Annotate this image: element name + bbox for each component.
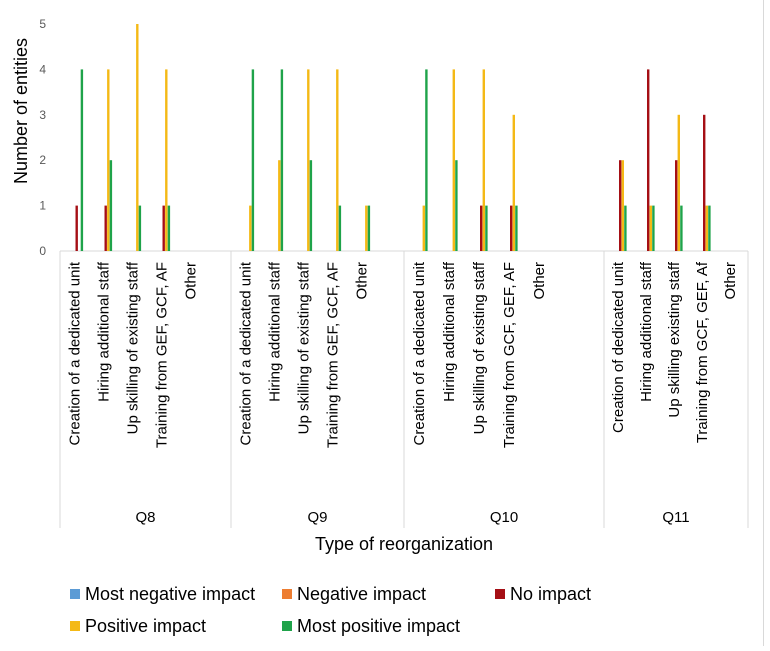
bar-most-positive-impact (109, 160, 113, 251)
bar-most-positive-impact (515, 205, 518, 251)
bar-most-positive-impact (138, 205, 142, 251)
category-label: Creation of a dedicated unit (411, 261, 428, 445)
bar-most-positive-impact (455, 160, 458, 251)
legend-item-positive: Positive impact (70, 616, 282, 637)
category-label: Training from GEF, GCF, AF (325, 262, 342, 448)
bar-most-positive-impact (425, 69, 428, 252)
bar-positive-impact (621, 160, 624, 251)
bar-no-impact (162, 205, 165, 251)
bar-most-positive-impact (680, 205, 683, 251)
category-label: Creation of dedicated unit (610, 261, 627, 433)
legend-label-positive: Positive impact (85, 615, 207, 636)
bar-most-positive-impact (338, 205, 342, 251)
category-label: Up skilling of existing staff (296, 261, 313, 434)
bar-positive-impact (512, 114, 515, 251)
bar-positive-impact (278, 160, 281, 251)
bar-positive-impact (452, 69, 455, 252)
legend-item-no-impact: No impact (495, 584, 591, 605)
legend: Most negative impact Negative impact No … (70, 578, 670, 642)
group-label: Q10 (490, 509, 518, 526)
category-label: Creation of a dedicated unit (67, 261, 84, 445)
category-label: Training from GCF, GEF, Af (694, 261, 711, 443)
bar-most-positive-impact (485, 205, 488, 251)
category-label: Up skilling of existing staff (471, 261, 488, 434)
legend-swatch-positive (70, 621, 80, 631)
category-label: Other (531, 262, 548, 300)
category-label: Training from GCF, GEF, AF (501, 262, 518, 448)
legend-row-1: Most negative impact Negative impact No … (70, 578, 670, 610)
bar-positive-impact (107, 69, 110, 252)
bar-positive-impact (482, 69, 485, 252)
bar-positive-impact (705, 205, 708, 251)
category-label: Other (183, 262, 200, 300)
legend-label-most-positive: Most positive impact (297, 615, 461, 636)
category-label: Hiring additional staff (441, 261, 458, 402)
legend-label-most-negative: Most negative impact (85, 583, 256, 604)
y-tick-label: 1 (39, 199, 46, 213)
bar-most-positive-impact (708, 205, 711, 251)
y-tick-label: 5 (39, 17, 46, 31)
legend-swatch-most-positive (282, 621, 292, 631)
legend-item-most-positive: Most positive impact (282, 616, 460, 637)
y-tick-label: 0 (39, 244, 46, 258)
legend-row-2: Positive impact Most positive impact (70, 610, 670, 642)
bar-positive-impact (165, 69, 168, 252)
bar-no-impact (510, 205, 513, 251)
bar-most-positive-impact (167, 205, 171, 251)
frame-edge (763, 0, 764, 646)
legend-swatch-most-negative (70, 589, 80, 599)
bar-positive-impact (649, 205, 652, 251)
bar-no-impact (619, 160, 622, 251)
category-label: Training from GEF, GCF, AF (154, 262, 171, 448)
bar-most-positive-impact (624, 205, 627, 251)
y-axis-title: Number of entities (11, 38, 31, 184)
bar-no-impact (75, 205, 78, 251)
bar-no-impact (104, 205, 107, 251)
y-tick-label: 3 (39, 108, 46, 122)
category-label: Other (722, 262, 739, 300)
legend-swatch-no-impact (495, 589, 505, 599)
bar-most-positive-impact (652, 205, 655, 251)
bar-most-positive-impact (309, 160, 313, 251)
group-label: Q11 (662, 509, 689, 526)
bar-positive-impact (365, 205, 368, 251)
bar-no-impact (647, 69, 650, 252)
legend-label-no-impact: No impact (510, 583, 592, 604)
bar-positive-impact (136, 24, 139, 251)
group-label: Q8 (135, 509, 155, 526)
bar-positive-impact (307, 69, 310, 252)
category-label: Up skilling existing staff (666, 261, 683, 417)
bar-most-positive-impact (251, 69, 255, 252)
bar-positive-impact (422, 205, 425, 251)
category-label: Other (354, 262, 371, 300)
bar-no-impact (703, 114, 706, 251)
bar-most-positive-impact (80, 69, 84, 252)
bar-most-positive-impact (367, 205, 371, 251)
x-axis-title: Type of reorganization (315, 534, 493, 554)
legend-item-most-negative: Most negative impact (70, 584, 282, 605)
y-tick-label: 4 (39, 62, 46, 76)
bar-most-positive-impact (280, 69, 284, 252)
legend-label-negative: Negative impact (297, 583, 427, 604)
bar-positive-impact (677, 114, 680, 251)
category-label: Hiring additional staff (638, 261, 655, 402)
category-label: Creation of a dedicated unit (238, 261, 255, 445)
category-label: Hiring additional staff (267, 261, 284, 402)
legend-swatch-negative (282, 589, 292, 599)
y-tick-label: 2 (39, 153, 46, 167)
bar-positive-impact (249, 205, 252, 251)
bar-no-impact (675, 160, 678, 251)
legend-item-negative: Negative impact (282, 584, 495, 605)
category-label: Up skilling of existing staff (125, 261, 142, 434)
group-label: Q9 (307, 509, 327, 526)
bar-no-impact (480, 205, 483, 251)
bar-positive-impact (336, 69, 339, 252)
category-label: Hiring additional staff (96, 261, 113, 402)
